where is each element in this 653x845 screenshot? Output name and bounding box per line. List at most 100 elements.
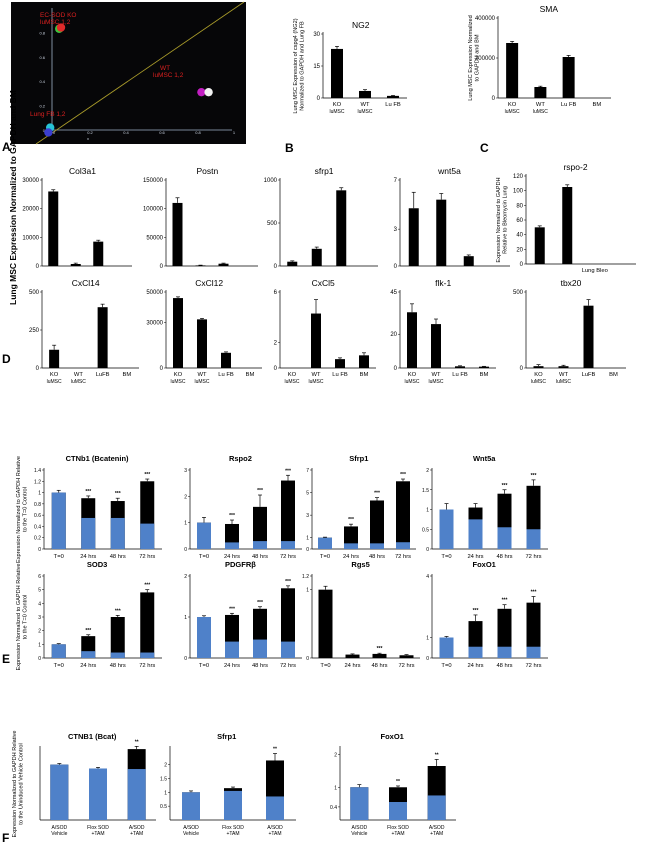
significance-pdgfrb-3: *** <box>285 579 291 585</box>
y-tick-label-sod3: 4 <box>38 601 41 607</box>
bar-col3a1-0 <box>48 191 59 266</box>
significance-sfrp1-e-2: *** <box>374 491 380 497</box>
chart-wnt5a-d: 0 3 7 wnt5a <box>394 166 510 270</box>
chart-title-postn: Postn <box>197 166 219 176</box>
chart-pdgfrb: 0 1 2 PDGFRβ T=0 *** 24 hrs *** 48 hrs *** 72 hrs <box>184 560 302 669</box>
scatter-label-ecsod: EC-SOD KO luMSC 1,2 <box>40 12 76 26</box>
bar-blue-wnt5a-e-2 <box>497 527 512 549</box>
bar-ng2-2 <box>387 95 399 98</box>
x-category-sfrp1-e-0: T=0 <box>320 554 330 560</box>
bar-blue-sod3-0 <box>51 644 66 658</box>
bar-flk1-2 <box>455 366 465 368</box>
y-tick-label-cxcl12: 0 <box>160 366 164 372</box>
bar-total-rgs5-3 <box>399 655 414 658</box>
chart-col3a1: 0 10000 20000 30000 Col3a1 <box>22 166 132 270</box>
bar-blue-ctnb1-f-1 <box>89 768 107 820</box>
chart-title-rspo2-e: Rspo2 <box>229 454 252 463</box>
y-axis-label-line2: to the T=0 Control <box>23 595 29 640</box>
y-tick-label-sod3: 5 <box>38 588 41 594</box>
bar-rspo2-0 <box>534 227 545 264</box>
chart-sod3: 0 1 2 3 4 5 6 SOD3 Expression Normalized to GAPD… <box>16 560 162 670</box>
bar-cxcl12-1 <box>197 319 207 368</box>
y-tick-label-sod3: 6 <box>38 574 41 580</box>
significance-ctnnb1-1: *** <box>85 489 91 495</box>
x-category-foxo1-f-1: Flox SOD <box>387 825 409 831</box>
bar-sma-2 <box>562 57 575 98</box>
chart-title-rgs5: Rgs5 <box>351 560 369 569</box>
scatter-axes: 0.8 0.6 0.4 0.2 0 0 0.2 0.4 0.6 0.8 1 x <box>35 1 245 145</box>
x-category-sod3-2: 48 hrs <box>110 663 126 669</box>
x-category-ctnb1-f-2: A/SOD <box>129 825 145 831</box>
bar-blue-sod3-1 <box>81 651 96 658</box>
x-category-sfrp1-e-3: 72 hrs <box>395 554 411 560</box>
bar-total-foxo1-e-2 <box>497 608 512 658</box>
scatter-y-tick: 0 <box>43 128 46 133</box>
bar-blue-sod3-2 <box>110 652 125 658</box>
significance-rspo2-e-1: *** <box>229 513 235 519</box>
y-tick-label-sfrp1-d: 0 <box>274 264 278 270</box>
scatter-y-tick: 0.8 <box>39 30 45 35</box>
significance-sod3-1: *** <box>85 628 91 634</box>
chart-title-sod3: SOD3 <box>87 560 107 569</box>
panel-letter-d: D <box>2 352 11 366</box>
y-tick-label-rspo2-e: 0 <box>184 547 187 553</box>
significance-sod3-3: *** <box>144 583 150 589</box>
x-category-cxcl5-3: BM <box>360 372 369 378</box>
significance-ctnb1-f-2: ** <box>135 739 139 745</box>
bar-flk1-3 <box>479 366 489 368</box>
y-axis-label-ng2: Lung MSC Expression of cspg4 (NG2)Normal… <box>293 18 306 113</box>
scatter-label-ecsod-line1: EC-SOD KO <box>40 12 76 19</box>
x-sublabel-sma-0: luMSC <box>505 109 520 115</box>
chart-title-sfrp1-f: Sfrp1 <box>217 732 236 741</box>
lufb-dot-blue <box>44 128 53 137</box>
panel-letter-e: E <box>2 652 10 666</box>
x-category-pdgfrb-3: 72 hrs <box>280 663 296 669</box>
y-tick-label-cxcl14: 500 <box>29 290 40 296</box>
x-category-rspo2-e-0: T=0 <box>199 554 209 560</box>
significance-sfrp1-e-3: *** <box>400 472 406 478</box>
x-category-foxo1-f-0: A/SOD <box>352 825 368 831</box>
y-tick-label-ctnnb1: 1.2 <box>34 479 41 485</box>
x-category-ng2-2: Lu FB <box>385 102 401 108</box>
y-tick-label-cxcl12: 30000 <box>146 320 163 326</box>
y-tick-label-sfrp1-e: 1 <box>306 536 309 542</box>
y-tick-label-sfrp1-d: 1000 <box>264 178 278 184</box>
y-tick-label-wnt5a-d: 0 <box>394 264 398 270</box>
x-sublabel-cxcl5-0: luMSC <box>284 379 299 385</box>
y-tick-label-rspo2: 20 <box>516 247 523 253</box>
scatter-label-ecsod-line2: luMSC 1,2 <box>40 19 71 26</box>
x-category-rspo2-2: Lung Bleo <box>582 268 608 274</box>
x-category-rspo2-e-2: 48 hrs <box>252 554 268 560</box>
y-tick-label-rgs5: 1 <box>306 588 309 594</box>
chart-title-sfrp1-e: Sfrp1 <box>349 454 368 463</box>
bar-sfrp1-d-1 <box>311 248 322 266</box>
y-axis-label-line1: Lung MSC Expression of cspg4 (NG2) <box>293 18 299 113</box>
y-tick-label-wnt5a-e: 0 <box>426 547 429 553</box>
y-tick-label-sod3: 1 <box>38 642 41 648</box>
x-category-sfrp1-f-0: A/SOD <box>183 825 199 831</box>
wt-dot-magenta <box>197 87 206 97</box>
scatter-y-tick: 0.6 <box>39 55 45 60</box>
bar-blue-sod3-3 <box>140 652 155 658</box>
panel-letter-c: C <box>480 141 489 155</box>
bar-tbx20-2 <box>583 305 594 368</box>
bar-total-rspo2-e-2 <box>253 506 267 549</box>
x-sublabel-cxcl14-0: luMSC <box>47 379 62 385</box>
y-tick-label-ng2: 15 <box>313 64 320 70</box>
x-category-sfrp1-e-1: 24 hrs <box>343 554 359 560</box>
y-tick-label-pdgfrb: 2 <box>184 574 187 580</box>
x-category-ctnnb1-0: T=0 <box>54 554 64 560</box>
scatter-x-tick: 0.4 <box>123 130 129 135</box>
x-category-wnt5a-e-2: 48 hrs <box>496 554 512 560</box>
bar-blue-sfrp1-f-2 <box>266 796 284 820</box>
scatter-x-tick: 0 <box>53 130 56 135</box>
significance-sod3-2: *** <box>115 608 121 614</box>
bar-total-rgs5-2 <box>372 653 387 658</box>
bar-blue-foxo1-e-2 <box>497 646 512 658</box>
x-sublabel-sma-1: luMSC <box>533 109 548 115</box>
significance-ctnnb1-2: *** <box>115 491 121 497</box>
x-category-flk1-1: WT <box>431 372 440 378</box>
bar-sfrp1-d-2 <box>336 190 347 266</box>
